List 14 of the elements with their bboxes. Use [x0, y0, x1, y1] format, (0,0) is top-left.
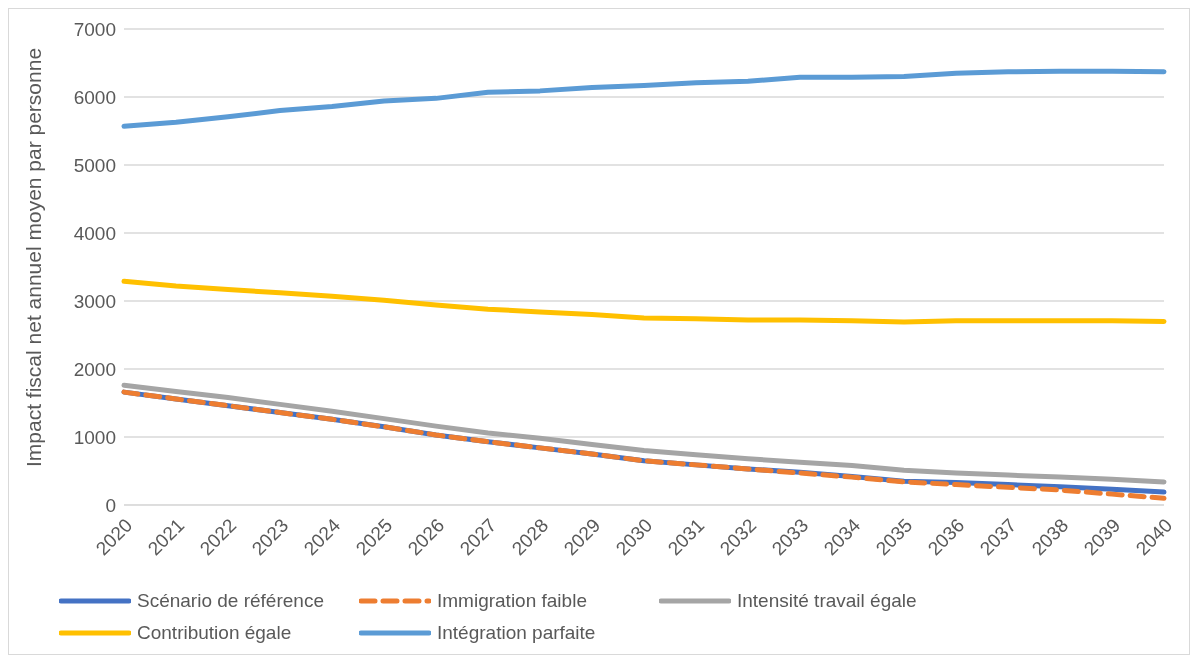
legend-label: Scénario de référence [137, 590, 324, 612]
y-tick-label: 7000 [73, 18, 116, 40]
legend-label: Immigration faible [437, 590, 587, 612]
legend-label: Intensité travail égale [737, 590, 917, 612]
y-tick-label: 5000 [73, 154, 116, 176]
legend-label: Contribution égale [137, 622, 292, 644]
y-tick-label: 2000 [73, 358, 116, 380]
legend-label: Intégration parfaite [437, 622, 596, 644]
y-axis-title: Impact fiscal net annuel moyen par personne [22, 47, 46, 467]
y-tick-label: 6000 [73, 86, 116, 108]
y-tick-label: 4000 [73, 222, 116, 244]
y-tick-label: 3000 [73, 290, 116, 312]
y-tick-label: 1000 [73, 426, 116, 448]
y-tick-label: 0 [105, 494, 116, 516]
